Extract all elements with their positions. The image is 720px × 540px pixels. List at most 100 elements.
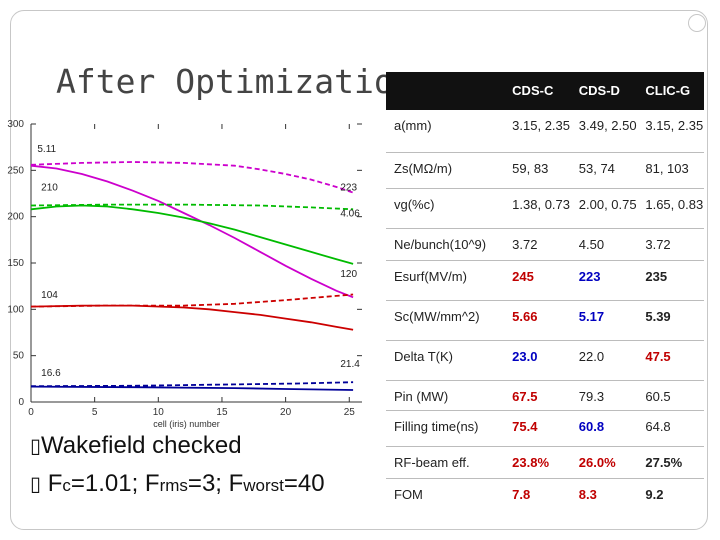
row-label: vg(%c) <box>386 188 505 229</box>
value-annotation: 104 <box>41 290 58 301</box>
table-header-cell: CLIC-G <box>637 72 704 110</box>
table-header-row: CDS-C CDS-D CLIC-G <box>386 72 704 110</box>
row-value: 47.5 <box>637 340 704 381</box>
row-value: 8.3 <box>578 486 597 502</box>
row-value: 3.72 <box>637 228 704 261</box>
row-value: 7.8 <box>512 486 531 502</box>
slide-frame <box>10 10 708 530</box>
value-annotation: 223 <box>340 183 357 194</box>
x-axis-label: cell (iris) number <box>153 419 220 429</box>
table-row: Pin (MW) 67.5 79.3 60.5 <box>386 380 704 411</box>
bullet-subscript: c <box>62 476 71 495</box>
bullet-text: =3; F <box>187 470 244 497</box>
row-value: 235 <box>637 260 704 301</box>
y-tick-label: 0 <box>18 397 24 408</box>
bullet-marker-icon: ▯ <box>30 435 42 458</box>
row-label: RF-beam eff. <box>386 446 505 479</box>
row-value: 3.15, 2.35 <box>504 110 571 153</box>
row-value: 53, 74 <box>570 152 638 189</box>
table-row: Esurf(MV/m) 245 223 235 <box>386 260 704 301</box>
bullet-text: Wakefield checked <box>41 432 242 459</box>
row-value: 245 <box>504 260 571 301</box>
corner-circle <box>688 14 706 32</box>
row-value: 59, 83 <box>504 152 571 189</box>
value-annotation: 4.06 <box>340 209 360 220</box>
row-value: 1.38, 0.73 <box>504 188 571 229</box>
row-label: Delta T(K) <box>386 340 505 381</box>
row-value: 3.49, 2.50 <box>570 110 638 153</box>
table-header-cell <box>386 72 505 110</box>
slide-title: After Optimization <box>56 62 414 101</box>
row-value: 1.65, 0.83 <box>637 188 704 229</box>
row-label: Esurf(MV/m) <box>386 260 505 301</box>
bullet-text: =1.01; F <box>70 470 160 497</box>
row-value: 4.50 <box>570 228 638 261</box>
bullet-list: ▯Wakefield checked ▯ Fc=1.01; Frms=3; Fw… <box>30 428 325 504</box>
row-value: 2.00, 0.75 <box>570 188 638 229</box>
value-annotation: 120 <box>340 269 357 280</box>
x-tick-label: 5 <box>92 407 98 418</box>
y-tick-label: 200 <box>7 212 24 223</box>
series-line-6 <box>30 293 354 308</box>
row-value: 67.5 <box>504 380 571 411</box>
row-value: 60.5 <box>637 380 704 411</box>
series-line-3 <box>30 204 354 265</box>
series-line-4 <box>30 203 354 211</box>
table-row: Ne/bunch(10^9) 3.72 4.50 3.72 <box>386 228 704 261</box>
row-value: 5.66 <box>504 300 571 341</box>
table-row: Delta T(K) 23.0 22.0 47.5 <box>386 340 704 381</box>
table-row: Zs(MΩ/m) 59, 83 53, 74 81, 103 <box>386 152 704 189</box>
row-value: 5.39 <box>637 300 704 341</box>
bullet-subscript: worst <box>243 476 284 495</box>
value-annotation: 21.4 <box>340 359 360 370</box>
row-value: 64.8 <box>637 410 704 447</box>
row-value: 23.0 <box>504 340 571 381</box>
x-tick-label: 20 <box>280 407 292 418</box>
row-value: 26.0% <box>570 446 638 479</box>
table-row: Filling time(ns) 75.4 60.8 64.8 <box>386 410 704 447</box>
row-label: Pin (MW) <box>386 380 505 411</box>
series-line-1 <box>30 164 354 299</box>
row-value: 5.17 <box>570 300 638 341</box>
row-value: 81, 103 <box>637 152 704 189</box>
bullet-subscript: rms <box>159 476 188 495</box>
row-label: Filling time(ns) <box>386 410 505 447</box>
row-value: 9.2 <box>645 486 664 502</box>
table-row: Sc(MW/mm^2) 5.66 5.17 5.39 <box>386 300 704 341</box>
table-row: a(mm) 3.15, 2.35 3.49, 2.50 3.15, 2.35 <box>386 110 704 153</box>
row-label: Sc(MW/mm^2) <box>386 300 505 341</box>
row-value: 23.8% <box>504 446 571 479</box>
y-tick-label: 100 <box>7 304 24 315</box>
bullet-factors: ▯ Fc=1.01; Frms=3; Fworst=40 <box>30 466 325 504</box>
row-value: 79.3 <box>570 380 638 411</box>
row-value: 3.15, 2.35 <box>637 110 704 153</box>
y-tick-label: 150 <box>7 258 24 269</box>
bullet-text: =40 <box>283 470 325 497</box>
x-tick-label: 10 <box>153 407 165 418</box>
table-header-cell: CDS-D <box>570 72 638 110</box>
value-annotation: 16.6 <box>41 368 61 379</box>
bullet-text: F <box>47 470 63 497</box>
row-label: Zs(MΩ/m) <box>386 152 505 189</box>
y-tick-label: 300 <box>7 119 24 130</box>
row-label: FOM <box>394 486 423 502</box>
series-line-2 <box>30 161 354 194</box>
series-line-7 <box>30 385 354 391</box>
row-value: 3.72 <box>504 228 571 261</box>
value-annotation: 210 <box>41 183 58 194</box>
row-value: 22.0 <box>570 340 638 381</box>
series-line-5 <box>30 304 354 331</box>
table-row: vg(%c) 1.38, 0.73 2.00, 0.75 1.65, 0.83 <box>386 188 704 229</box>
value-annotation: 5.11 <box>37 144 56 155</box>
row-label: Ne/bunch(10^9) <box>386 228 505 261</box>
x-tick-label: 0 <box>28 407 34 418</box>
series-line-8 <box>30 381 354 388</box>
x-tick-label: 15 <box>216 407 228 418</box>
table-header-cell: CDS-C <box>504 72 571 110</box>
row-value: 60.8 <box>570 410 638 447</box>
y-tick-label: 50 <box>13 351 25 362</box>
table-row: RF-beam eff. 23.8% 26.0% 27.5% <box>386 446 704 479</box>
y-tick-label: 250 <box>7 165 24 176</box>
row-value: 223 <box>570 260 638 301</box>
wake-plot: 0 50 100 150 200 250 300 0 5 10 15 20 25 cell (iris) … <box>0 108 372 430</box>
